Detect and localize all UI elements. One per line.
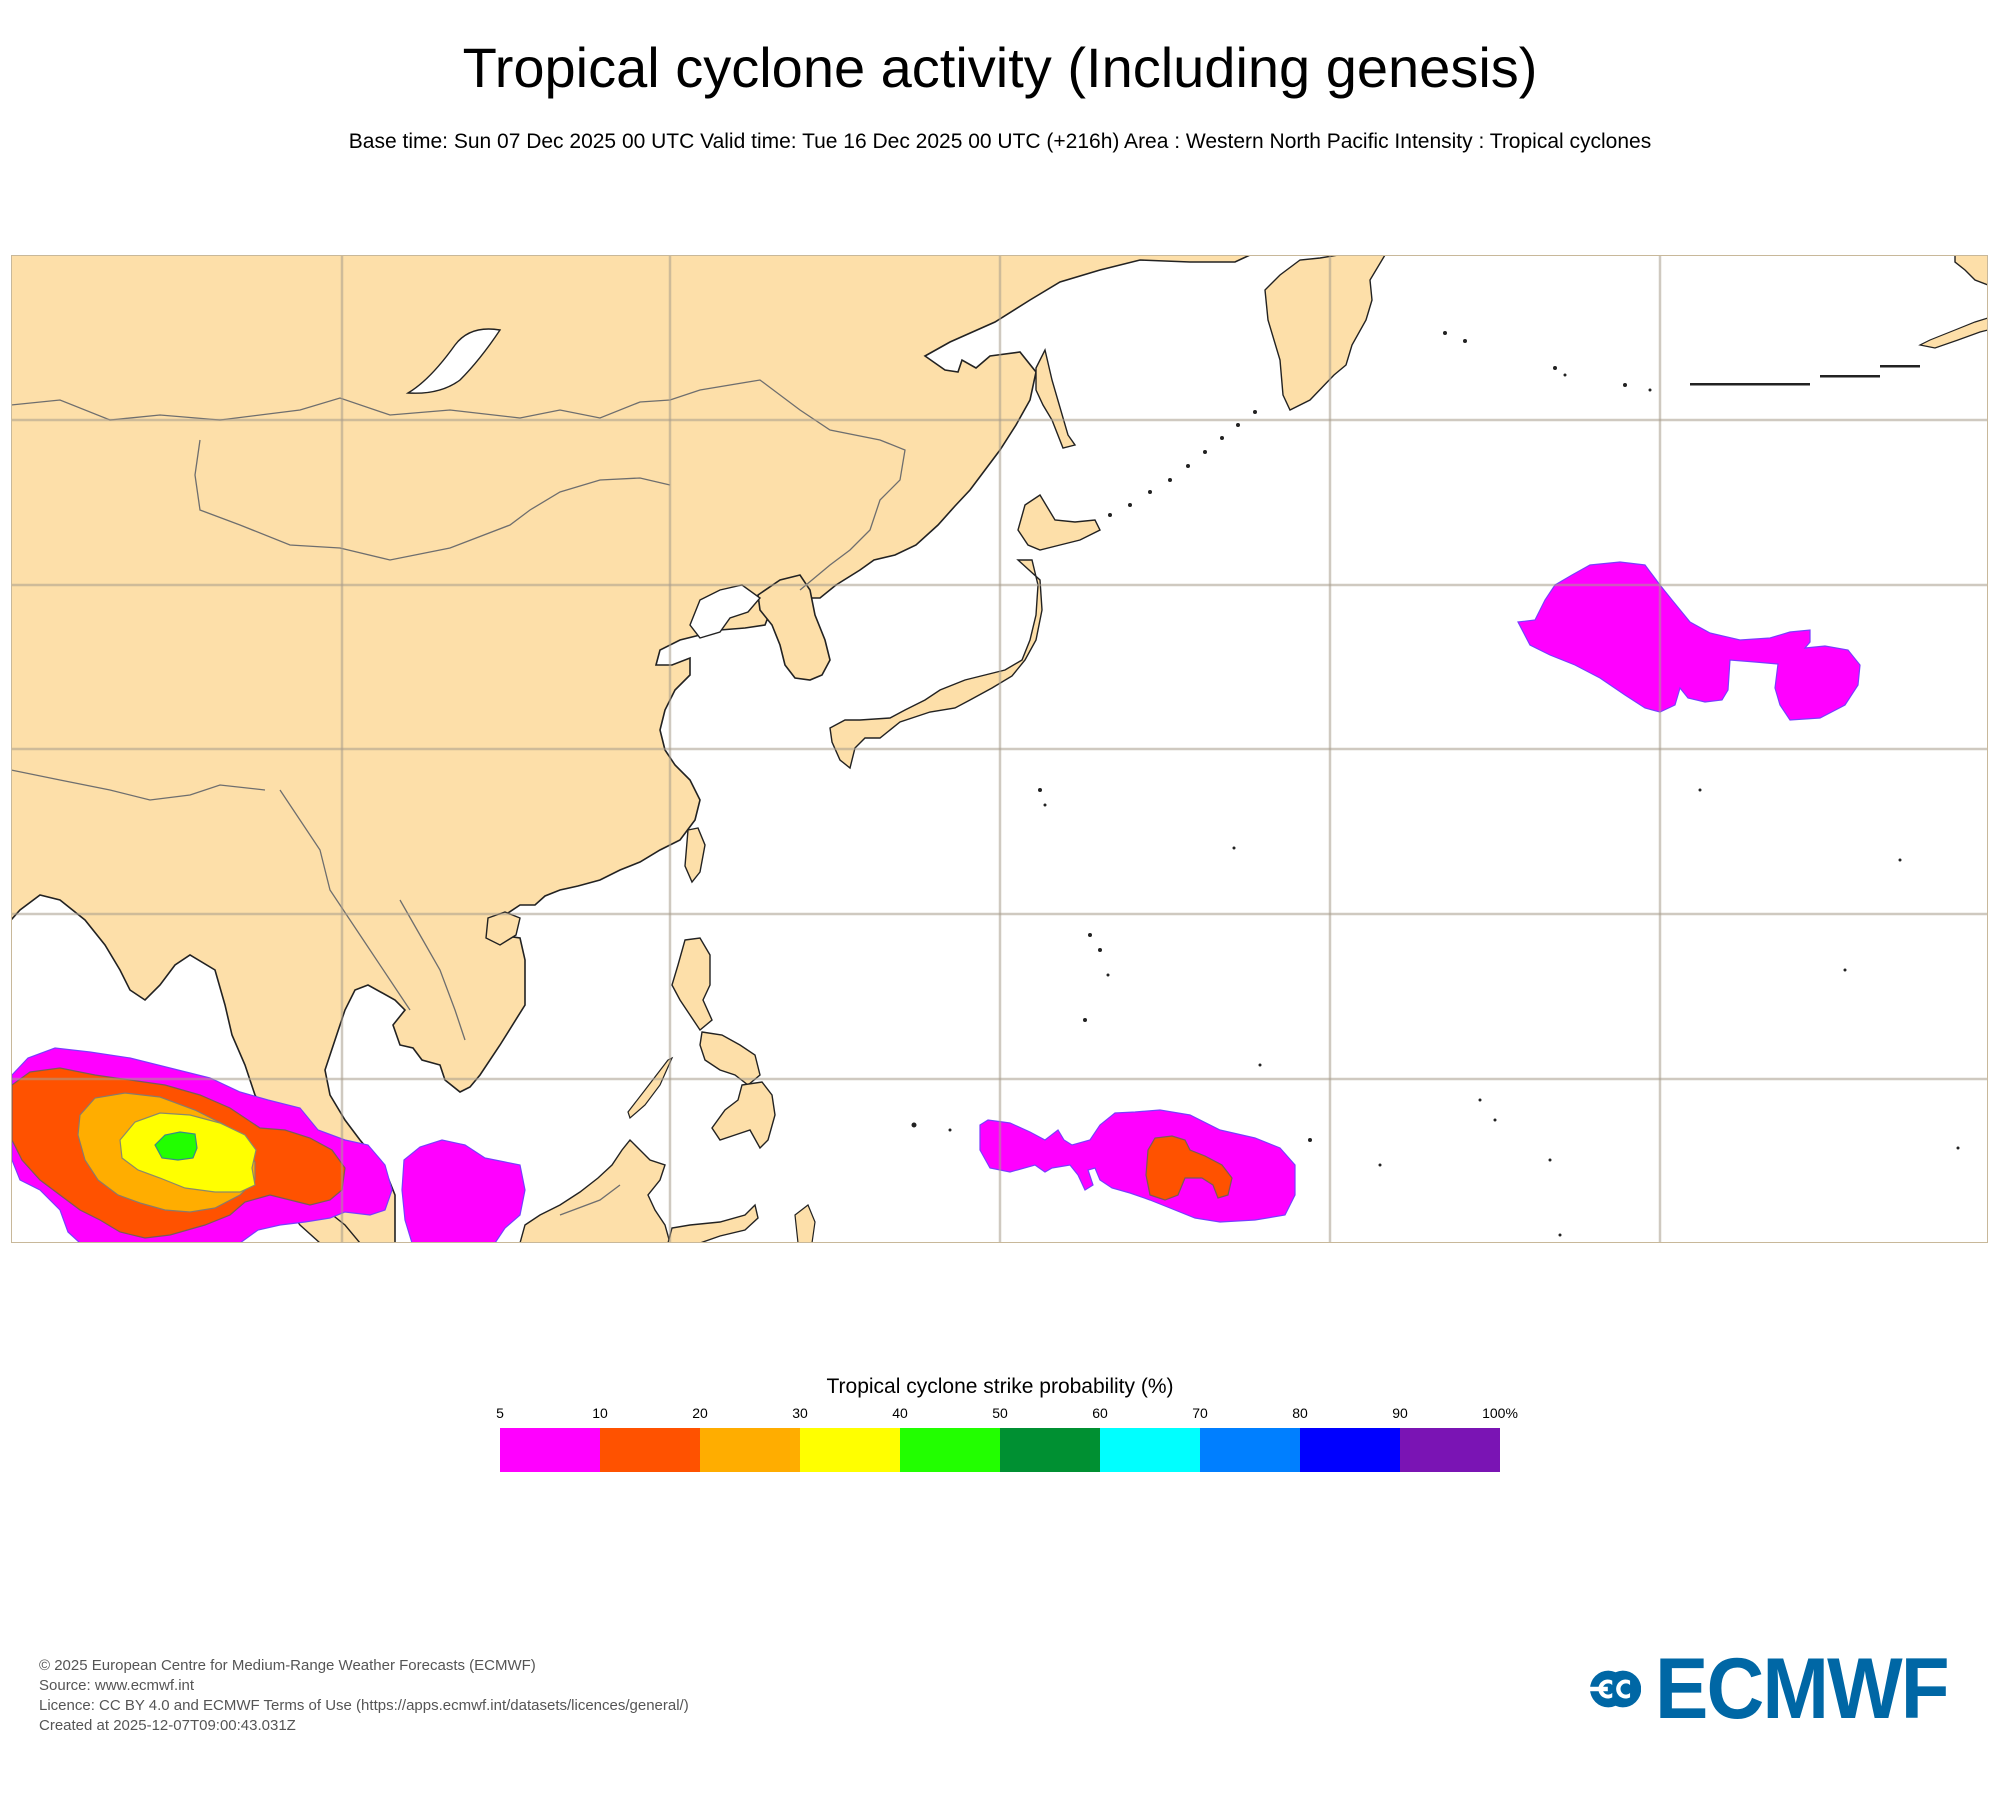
lake-baikal <box>405 328 502 394</box>
legend-tick-90: 90 <box>1392 1405 1408 1421</box>
land-halmahera <box>794 1204 816 1243</box>
sea-bohai <box>689 584 762 639</box>
legend-tick-70: 70 <box>1192 1405 1208 1421</box>
legend-tick-30: 30 <box>792 1405 808 1421</box>
land-hokkaido <box>1017 494 1101 551</box>
map-canvas <box>11 255 1988 1243</box>
legend-title: Tropical cyclone strike probability (%) <box>826 1375 1174 1398</box>
land-philippines-luzon <box>671 937 713 1032</box>
legend-tick-10: 10 <box>592 1405 608 1421</box>
pacific-islands <box>911 788 1960 1237</box>
map-panel <box>11 255 1988 1243</box>
ecmwf-logo: ECMWF <box>1590 1641 1970 1737</box>
land-alaska <box>1954 255 1988 286</box>
legend-swatch-50-60 <box>1000 1428 1100 1472</box>
aleutian-islands <box>1443 331 1920 392</box>
legend-tick-5: 5 <box>496 1405 504 1421</box>
legend-tick-50: 50 <box>992 1405 1008 1421</box>
ecmwf-logo-symbol-icon <box>1590 1670 1642 1708</box>
land-philippines-mindanao <box>711 1081 776 1150</box>
land-korea <box>757 574 831 681</box>
chart-subtitle: Base time: Sun 07 Dec 2025 00 UTC Valid … <box>348 130 1652 153</box>
legend-swatch-30-40 <box>800 1428 900 1472</box>
ecmwf-logo-text: ECMWF <box>1655 1641 1950 1737</box>
legend-tick-80: 80 <box>1292 1405 1308 1421</box>
legend-swatch-70-80 <box>1200 1428 1300 1472</box>
footer-credits: © 2025 European Centre for Medium-Range … <box>39 1656 689 1736</box>
legend-swatch-20-30 <box>700 1428 800 1472</box>
country-borders <box>11 379 906 1216</box>
legend-swatch-10-20 <box>600 1428 700 1472</box>
land-taiwan <box>684 827 706 884</box>
land-japan <box>829 559 1043 770</box>
land-borneo <box>519 1138 671 1243</box>
probability-area-5-10-scs <box>401 1139 526 1243</box>
legend-tick-40: 40 <box>892 1405 908 1421</box>
legend-swatch-90-100 <box>1400 1428 1500 1472</box>
created-at-text: Created at 2025-12-07T09:00:43.031Z <box>39 1717 296 1734</box>
graticule <box>11 255 1988 1243</box>
land-hainan <box>485 911 521 946</box>
probability-area-10-20-caroline <box>1145 1135 1233 1201</box>
legend-tick-100: 100% <box>1482 1405 1518 1421</box>
legend-colorbar <box>500 1428 1500 1472</box>
land-alaska-peninsula <box>1918 317 1988 349</box>
land-sulawesi <box>667 1203 759 1243</box>
kuril-islands <box>1108 410 1257 517</box>
legend-tick-20: 20 <box>692 1405 708 1421</box>
chart-title: Tropical cyclone activity (Including gen… <box>462 36 1538 99</box>
legend-swatch-5-10 <box>500 1428 600 1472</box>
land-sakhalin <box>1035 347 1077 449</box>
legend-swatch-40-50 <box>900 1428 1000 1472</box>
source-text: Source: www.ecmwf.int <box>39 1677 195 1694</box>
probability-area-5-10-north-pacific <box>1517 561 1861 721</box>
legend-swatch-60-70 <box>1100 1428 1200 1472</box>
licence-text: Licence: CC BY 4.0 and ECMWF Terms of Us… <box>39 1697 689 1714</box>
legend-tick-labels: 5 10 20 30 40 50 60 70 80 90 100% <box>496 1404 1518 1422</box>
legend-tick-60: 60 <box>1092 1405 1108 1421</box>
copyright-text: © 2025 European Centre for Medium-Range … <box>39 1657 536 1674</box>
probability-area-40-50-west <box>154 1131 198 1161</box>
land-kamchatka <box>1264 255 1386 411</box>
legend-swatch-80-90 <box>1300 1428 1400 1472</box>
